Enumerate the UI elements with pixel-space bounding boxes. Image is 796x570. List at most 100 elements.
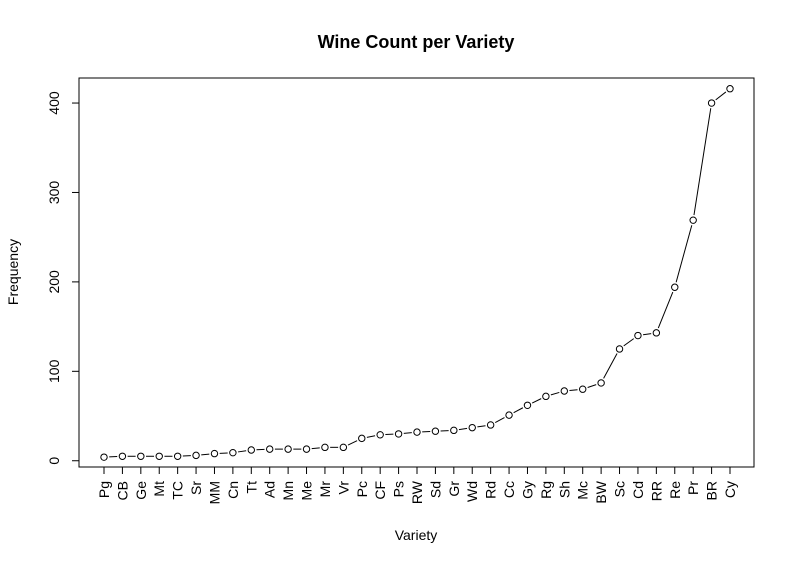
- data-point-Sd: [432, 428, 438, 434]
- data-point-BW: [598, 380, 604, 386]
- line-segment: [459, 428, 467, 429]
- x-tick-label: Tt: [243, 481, 259, 494]
- data-point-Cy: [727, 86, 733, 92]
- data-point-MM: [211, 450, 217, 456]
- x-tick-label: Re: [667, 481, 683, 499]
- x-tick-label: Pg: [96, 481, 112, 498]
- x-tick-label: RW: [409, 480, 425, 504]
- y-tick-label: 0: [46, 457, 62, 465]
- x-tick-label: BW: [593, 480, 609, 503]
- chart-title: Wine Count per Variety: [318, 32, 515, 52]
- line-segment: [716, 92, 726, 100]
- data-point-TC: [174, 453, 180, 459]
- line-segment: [201, 454, 209, 455]
- data-point-Mr: [322, 444, 328, 450]
- data-point-Ad: [267, 446, 273, 452]
- data-point-BR: [708, 100, 714, 106]
- data-point-CF: [377, 432, 383, 438]
- y-tick-label: 400: [46, 91, 62, 115]
- x-tick-label: Cc: [501, 481, 517, 498]
- line-segment: [643, 334, 651, 335]
- line-segment: [238, 451, 246, 452]
- y-axis: 0 100 200 300 400: [46, 91, 79, 464]
- data-point-RW: [414, 429, 420, 435]
- data-point-Mt: [156, 453, 162, 459]
- data-point-Wd: [469, 424, 475, 430]
- x-tick-label: Sr: [188, 481, 204, 495]
- y-tick-label: 200: [46, 270, 62, 294]
- data-point-Mc: [580, 386, 586, 392]
- data-point-Re: [672, 284, 678, 290]
- x-tick-label: Wd: [464, 481, 480, 502]
- line-segment: [694, 108, 711, 215]
- data-point-Ge: [138, 453, 144, 459]
- line-segment: [312, 448, 320, 449]
- line-segment: [514, 408, 523, 413]
- x-tick-label: Mr: [317, 481, 333, 498]
- line-segment: [658, 292, 673, 328]
- data-point-Vr: [340, 444, 346, 450]
- data-point-Pc: [359, 435, 365, 441]
- y-tick-label: 100: [46, 359, 62, 383]
- line-segment: [367, 436, 375, 438]
- data-point-Rg: [543, 393, 549, 399]
- line-segment: [624, 339, 634, 346]
- data-point-Gy: [524, 402, 530, 408]
- line-segment: [532, 399, 541, 403]
- data-point-CB: [119, 453, 125, 459]
- line-segment: [588, 385, 597, 388]
- x-axis-title: Variety: [395, 527, 438, 543]
- x-tick-label: Rd: [483, 481, 499, 499]
- data-point-Ps: [395, 431, 401, 437]
- data-point-Pr: [690, 217, 696, 223]
- x-tick-label: Ps: [391, 481, 407, 497]
- line-segment: [604, 354, 617, 379]
- x-tick-label: Mt: [151, 481, 167, 497]
- x-tick-label: Cy: [722, 481, 738, 498]
- line-segment: [676, 225, 692, 282]
- x-tick-label: CB: [114, 481, 130, 500]
- x-tick-label: CF: [372, 481, 388, 500]
- x-tick-label: Gy: [519, 481, 535, 499]
- x-tick-label: Me: [299, 481, 315, 501]
- x-tick-label: TC: [170, 481, 186, 500]
- line-segment: [477, 426, 485, 427]
- x-tick-label: Sd: [427, 481, 443, 498]
- y-axis-title: Frequency: [5, 239, 21, 305]
- x-tick-label: Sc: [612, 481, 628, 497]
- x-tick-label: Ad: [262, 481, 278, 498]
- x-tick-label: Cn: [225, 481, 241, 499]
- line-segment: [348, 441, 357, 445]
- data-point-Sr: [193, 452, 199, 458]
- line-segment: [495, 418, 504, 423]
- data-point-Me: [303, 446, 309, 452]
- x-tick-label: RR: [648, 481, 664, 501]
- plot-frame: [79, 78, 754, 467]
- x-tick-label: Pr: [685, 481, 701, 495]
- data-point-Cd: [635, 332, 641, 338]
- data-point-Pg: [101, 454, 107, 460]
- series-frequency: [101, 86, 733, 461]
- y-tick-label: 300: [46, 181, 62, 205]
- data-point-Mn: [285, 446, 291, 452]
- line-segment: [551, 392, 559, 394]
- data-point-Cn: [230, 449, 236, 455]
- x-tick-label: Pc: [354, 481, 370, 497]
- x-tick-label: Cd: [630, 481, 646, 499]
- x-tick-label: Rg: [538, 481, 554, 499]
- x-tick-label: MM: [206, 481, 222, 504]
- x-tick-label: Vr: [335, 481, 351, 495]
- x-tick-label: Mc: [575, 481, 591, 500]
- x-tick-label: Ge: [133, 481, 149, 500]
- x-tick-label: Mn: [280, 481, 296, 500]
- data-point-Gr: [451, 427, 457, 433]
- data-point-RR: [653, 330, 659, 336]
- x-tick-label: Sh: [556, 481, 572, 498]
- line-segment: [404, 433, 412, 434]
- data-point-Tt: [248, 447, 254, 453]
- x-tick-label: Gr: [446, 481, 462, 497]
- data-point-Sc: [616, 346, 622, 352]
